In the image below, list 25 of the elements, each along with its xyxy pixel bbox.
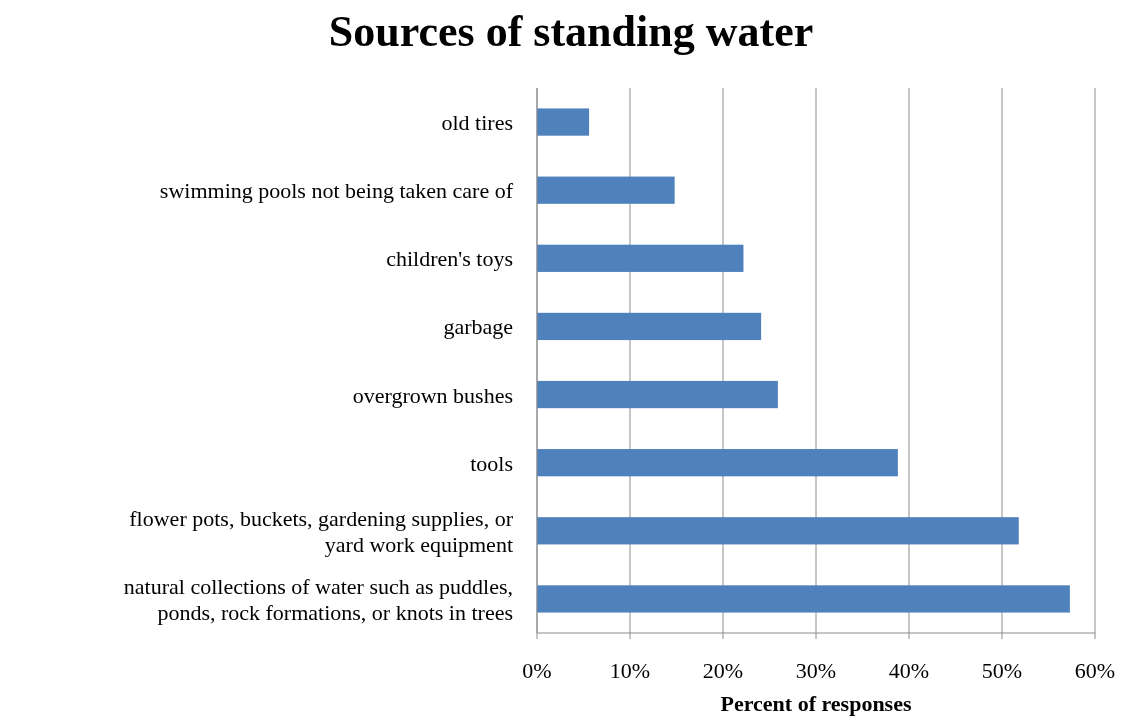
y-tick-label: natural collections of water such as puddles, ponds, rock formations, or knots in trees (123, 573, 513, 625)
x-axis-title: Percent of responses (720, 691, 912, 716)
x-tick-label: 50% (981, 658, 1023, 683)
bar (537, 585, 1070, 613)
bar (537, 312, 762, 341)
y-tick-label: overgrown bushes (352, 382, 513, 408)
bar (537, 244, 744, 272)
y-tick-label: swimming pools not being taken care of (159, 178, 514, 204)
bar (537, 449, 898, 477)
bar (537, 380, 778, 409)
y-tick-label: tools (470, 450, 513, 476)
bar (537, 517, 1019, 545)
chart-title: Sources of standing water (328, 7, 814, 56)
x-tick-label: 40% (888, 658, 930, 683)
y-tick-label: old tires (441, 110, 513, 136)
x-tick-label: 10% (609, 658, 651, 683)
x-tick-label: 20% (702, 658, 744, 683)
bar (537, 176, 675, 204)
y-tick-label: children's toys (386, 246, 513, 272)
bar (537, 108, 590, 136)
y-tick-label: flower pots, buckets, gardening supplies, or yard work equipment (129, 505, 514, 557)
x-tick-label: 30% (795, 658, 837, 683)
y-tick-label: garbage (443, 314, 513, 340)
x-tick-label: 60% (1074, 658, 1116, 683)
x-tick-label: 0% (522, 658, 552, 683)
